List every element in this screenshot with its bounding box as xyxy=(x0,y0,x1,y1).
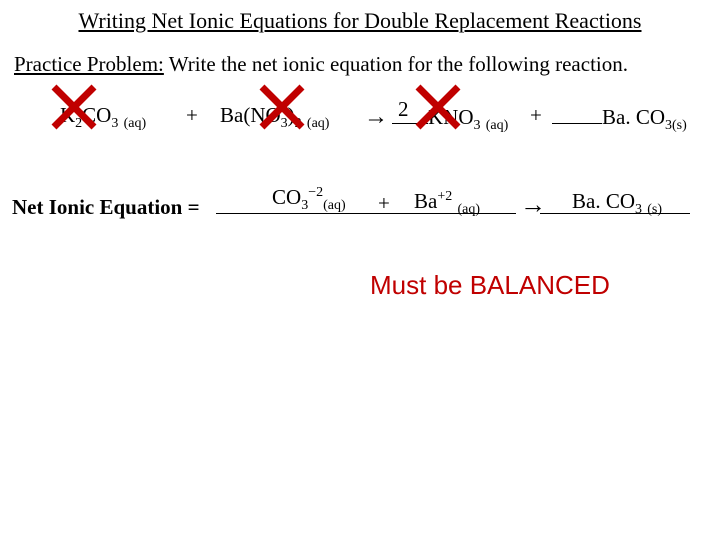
instruction-label: Practice Problem: xyxy=(14,52,164,76)
net-plus: + xyxy=(378,191,390,216)
reactant-1: K2CO3 (aq) xyxy=(60,103,146,132)
reaction-arrow: → xyxy=(364,103,388,131)
product-2-blank xyxy=(552,103,602,124)
instruction-text: Write the net ionic equation for the fol… xyxy=(164,52,628,76)
net-term-2: Ba+2 (aq) xyxy=(414,189,480,218)
product-2-formula: Ba. CO xyxy=(602,105,665,129)
net-arrow: → xyxy=(520,189,546,220)
molecular-equation: K2CO3 (aq) + Ba(NO3)2 (aq) → KNO3 (aq) 2… xyxy=(0,97,720,137)
page-title: Writing Net Ionic Equations for Double R… xyxy=(0,0,720,34)
net-term-3: Ba. CO3 (s) xyxy=(572,189,662,218)
plus-2: + xyxy=(530,103,542,128)
net-ionic-label: Net Ionic Equation = xyxy=(12,195,200,220)
net-term-1: CO3−2(aq) xyxy=(272,185,346,214)
practice-instruction: Practice Problem: Write the net ionic eq… xyxy=(14,52,720,77)
product-1-formula: KNO xyxy=(428,105,474,129)
product-1-coef: 2 xyxy=(398,97,409,122)
product-1-group: KNO3 (aq) xyxy=(392,103,508,134)
plus-1: + xyxy=(186,103,198,128)
reactant-2: Ba(NO3)2 (aq) xyxy=(220,103,329,132)
balanced-note: Must be BALANCED xyxy=(370,270,610,301)
net-ionic-equation: Net Ionic Equation = CO3−2(aq) + Ba+2 (a… xyxy=(0,185,720,227)
product-2-group: Ba. CO3(s) xyxy=(552,103,687,134)
